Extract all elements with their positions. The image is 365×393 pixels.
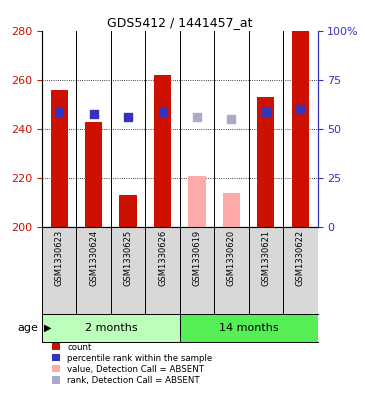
Text: GSM1330622: GSM1330622	[296, 230, 305, 286]
Bar	[85, 121, 102, 227]
Point	[228, 116, 234, 122]
Text: GSM1330619: GSM1330619	[192, 230, 201, 286]
Text: GSM1330621: GSM1330621	[261, 230, 270, 286]
Point	[160, 108, 165, 115]
Point	[194, 114, 200, 120]
Point	[297, 106, 303, 112]
Text: GSM1330626: GSM1330626	[158, 230, 167, 286]
Bar	[292, 31, 309, 227]
Title: GDS5412 / 1441457_at: GDS5412 / 1441457_at	[107, 17, 253, 29]
Bar	[119, 195, 137, 227]
Bar	[180, 314, 318, 342]
Text: ▶: ▶	[44, 323, 51, 333]
Bar	[42, 314, 180, 342]
Text: GSM1330620: GSM1330620	[227, 230, 236, 286]
Point	[125, 114, 131, 120]
Point	[263, 108, 269, 115]
Bar	[51, 90, 68, 227]
Text: GSM1330625: GSM1330625	[124, 230, 132, 286]
Text: 14 months: 14 months	[219, 323, 278, 333]
Legend: count, percentile rank within the sample, value, Detection Call = ABSENT, rank, : count, percentile rank within the sample…	[50, 341, 214, 387]
Text: GSM1330624: GSM1330624	[89, 230, 98, 286]
Bar	[188, 176, 205, 227]
Text: GSM1330623: GSM1330623	[55, 230, 64, 286]
Point	[56, 108, 62, 115]
Text: 2 months: 2 months	[85, 323, 137, 333]
Point	[91, 111, 97, 117]
Text: age: age	[18, 323, 38, 333]
Bar	[257, 97, 274, 227]
Bar	[223, 193, 240, 227]
Bar	[154, 75, 171, 227]
